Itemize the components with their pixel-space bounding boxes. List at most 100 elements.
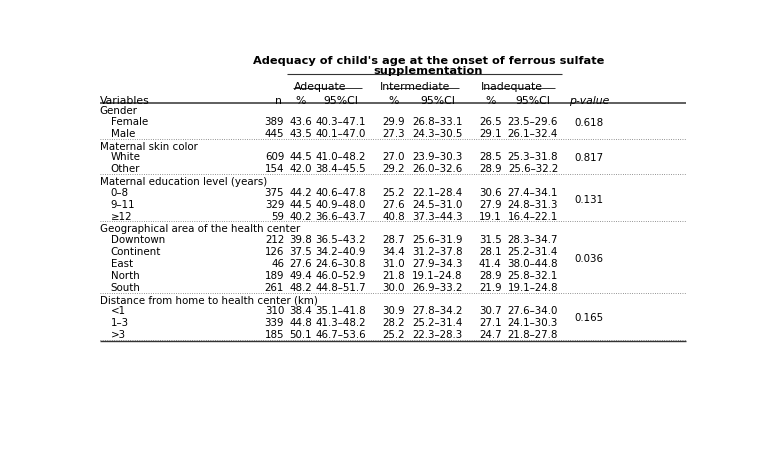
Text: 25.3–31.8: 25.3–31.8 (508, 152, 558, 162)
Text: 26.0–32.6: 26.0–32.6 (413, 164, 463, 174)
Text: 40.8: 40.8 (382, 212, 405, 222)
Text: 26.9–33.2: 26.9–33.2 (413, 283, 463, 293)
Text: 29.9: 29.9 (382, 117, 405, 127)
Text: 48.2: 48.2 (289, 283, 312, 293)
Text: 23.9–30.3: 23.9–30.3 (413, 152, 463, 162)
Text: South: South (111, 283, 141, 293)
Text: 28.7: 28.7 (382, 235, 405, 245)
Text: 41.0–48.2: 41.0–48.2 (315, 152, 366, 162)
Text: 24.3–30.5: 24.3–30.5 (413, 129, 463, 139)
Text: 261: 261 (265, 283, 284, 293)
Text: Intermediate: Intermediate (380, 81, 451, 91)
Text: 21.8: 21.8 (382, 271, 405, 281)
Text: 310: 310 (265, 306, 284, 316)
Text: 49.4: 49.4 (289, 271, 312, 281)
Text: 21.8–27.8: 21.8–27.8 (508, 330, 558, 340)
Text: Male: Male (111, 129, 135, 139)
Text: 95%CI: 95%CI (323, 96, 358, 106)
Text: Adequacy of child's age at the onset of ferrous sulfate: Adequacy of child's age at the onset of … (253, 56, 604, 66)
Text: 46.0–52.9: 46.0–52.9 (315, 271, 366, 281)
Text: supplementation: supplementation (373, 66, 483, 76)
Text: 27.6: 27.6 (289, 259, 312, 269)
Text: 29.2: 29.2 (382, 164, 405, 174)
Text: 27.9: 27.9 (479, 200, 502, 210)
Text: 27.1: 27.1 (479, 318, 502, 329)
Text: 95%CI: 95%CI (420, 96, 455, 106)
Text: White: White (111, 152, 141, 162)
Text: 27.4–34.1: 27.4–34.1 (508, 188, 558, 198)
Text: 25.2–31.4: 25.2–31.4 (508, 247, 558, 257)
Text: 28.5: 28.5 (479, 152, 502, 162)
Text: 154: 154 (264, 164, 284, 174)
Text: 329: 329 (265, 200, 284, 210)
Text: 9–11: 9–11 (111, 200, 135, 210)
Text: 0–8: 0–8 (111, 188, 128, 198)
Text: 30.9: 30.9 (382, 306, 405, 316)
Text: 23.5–29.6: 23.5–29.6 (508, 117, 558, 127)
Text: 40.1–47.0: 40.1–47.0 (315, 129, 366, 139)
Text: 0.036: 0.036 (574, 254, 603, 264)
Text: 43.6: 43.6 (289, 117, 312, 127)
Text: 24.6–30.8: 24.6–30.8 (315, 259, 366, 269)
Text: 24.1–30.3: 24.1–30.3 (508, 318, 558, 329)
Text: 31.5: 31.5 (479, 235, 502, 245)
Text: 27.6: 27.6 (382, 200, 405, 210)
Text: 31.2–37.8: 31.2–37.8 (412, 247, 463, 257)
Text: 27.6–34.0: 27.6–34.0 (508, 306, 558, 316)
Text: %: % (485, 96, 495, 106)
Text: 42.0: 42.0 (289, 164, 312, 174)
Text: 24.7: 24.7 (479, 330, 502, 340)
Text: >3: >3 (111, 330, 126, 340)
Text: 37.3–44.3: 37.3–44.3 (412, 212, 463, 222)
Text: 40.2: 40.2 (289, 212, 312, 222)
Text: 212: 212 (265, 235, 284, 245)
Text: 16.4–22.1: 16.4–22.1 (508, 212, 558, 222)
Text: 95%CI: 95%CI (516, 96, 550, 106)
Text: Continent: Continent (111, 247, 161, 257)
Text: 19.1: 19.1 (479, 212, 502, 222)
Text: 30.6: 30.6 (479, 188, 502, 198)
Text: 44.2: 44.2 (289, 188, 312, 198)
Text: Gender: Gender (100, 106, 138, 116)
Text: 34.4: 34.4 (382, 247, 405, 257)
Text: <1: <1 (111, 306, 126, 316)
Text: 24.5–31.0: 24.5–31.0 (413, 200, 463, 210)
Text: 50.1: 50.1 (289, 330, 312, 340)
Text: 59: 59 (271, 212, 284, 222)
Text: 0.165: 0.165 (574, 313, 603, 324)
Text: 25.2: 25.2 (382, 330, 405, 340)
Text: 28.9: 28.9 (479, 271, 502, 281)
Text: 44.5: 44.5 (289, 200, 312, 210)
Text: 34.2–40.9: 34.2–40.9 (315, 247, 366, 257)
Text: 19.1–24.8: 19.1–24.8 (508, 283, 558, 293)
Text: 40.3–47.1: 40.3–47.1 (315, 117, 366, 127)
Text: 22.3–28.3: 22.3–28.3 (413, 330, 463, 340)
Text: 189: 189 (264, 271, 284, 281)
Text: 27.3: 27.3 (382, 129, 405, 139)
Text: Distance from home to health center (km): Distance from home to health center (km) (100, 296, 318, 306)
Text: 31.0: 31.0 (382, 259, 405, 269)
Text: 30.7: 30.7 (479, 306, 502, 316)
Text: 25.6–32.2: 25.6–32.2 (508, 164, 558, 174)
Text: 24.8–31.3: 24.8–31.3 (508, 200, 558, 210)
Text: 28.1: 28.1 (479, 247, 502, 257)
Text: 126: 126 (265, 247, 284, 257)
Text: 44.5: 44.5 (289, 152, 312, 162)
Text: n: n (275, 96, 282, 106)
Text: 21.9: 21.9 (479, 283, 502, 293)
Text: 27.8–34.2: 27.8–34.2 (413, 306, 463, 316)
Text: 389: 389 (264, 117, 284, 127)
Text: 46: 46 (271, 259, 284, 269)
Text: 41.4: 41.4 (479, 259, 502, 269)
Text: 445: 445 (264, 129, 284, 139)
Text: 35.1–41.8: 35.1–41.8 (315, 306, 366, 316)
Text: 30.0: 30.0 (382, 283, 405, 293)
Text: 0.817: 0.817 (574, 153, 603, 163)
Text: %: % (388, 96, 399, 106)
Text: 25.2–31.4: 25.2–31.4 (413, 318, 463, 329)
Text: 43.5: 43.5 (289, 129, 312, 139)
Text: 28.9: 28.9 (479, 164, 502, 174)
Text: ≥12: ≥12 (111, 212, 132, 222)
Text: 39.8: 39.8 (289, 235, 312, 245)
Text: 38.0–44.8: 38.0–44.8 (508, 259, 558, 269)
